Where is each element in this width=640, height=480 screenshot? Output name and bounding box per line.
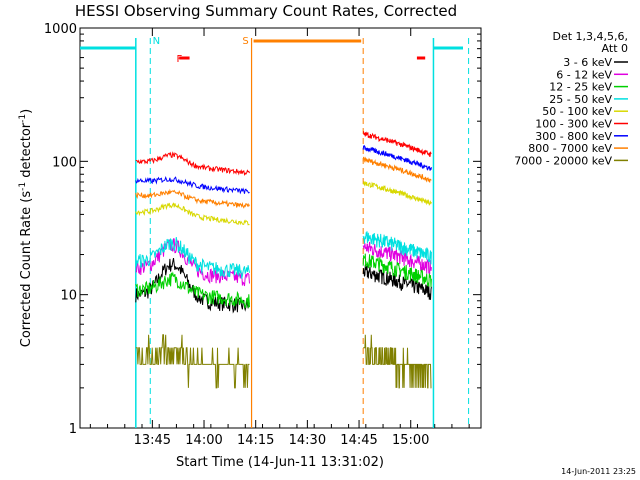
series-line-4-orbit2 (362, 180, 432, 206)
legend-label: 800 - 7000 keV (528, 142, 612, 155)
legend-label: 100 - 300 keV (535, 118, 612, 131)
axis-ticks: 13:45 14:00 14:15 14:30 14:45 15:00 1 10 100 1000 (44, 22, 481, 448)
y-axis-label-sup2: -1 (18, 114, 28, 123)
series-line-7-orbit2 (362, 156, 432, 183)
x-tick-label: 14:30 (289, 433, 326, 448)
x-axis-label: Start Time (14-Jun-11 13:31:02) (176, 455, 384, 470)
y-tick-label: 1 (69, 422, 77, 437)
legend-label: 6 - 12 keV (556, 68, 612, 81)
series-line-6-orbit2 (362, 145, 432, 171)
legend-label: 300 - 800 keV (535, 130, 612, 143)
series-line-8-orbit2 (363, 334, 432, 389)
y-tick-label: 10 (60, 289, 77, 304)
series-line-5-orbit2 (362, 130, 432, 158)
legend-label: 7000 - 20000 keV (514, 154, 612, 167)
x-tick-label: 14:00 (185, 433, 222, 448)
y-tick-label: 1000 (44, 22, 77, 37)
count-rate-series (135, 130, 432, 389)
y-tick-label: 100 (52, 155, 77, 170)
y-axis-label-main: Corrected Count Rate (s (19, 191, 34, 348)
series-line-2-orbit2 (362, 253, 432, 288)
legend-title-line2: Att 0 (602, 42, 628, 55)
y-axis-label-mid: detector (19, 122, 34, 182)
legend-title-line1: Det 1,3,4,5,6, (552, 30, 628, 43)
y-axis-label-end: ) (19, 109, 34, 114)
timestamp: 14-Jun-2011 23:25 (561, 467, 636, 476)
series-line-3-orbit2 (362, 231, 432, 265)
series-line-7-orbit1 (135, 188, 250, 209)
flag-label-f: F (177, 54, 183, 65)
y-axis-label: Corrected Count Rate (s-1 detector-1) (18, 109, 34, 347)
x-tick-label: 15:00 (392, 433, 429, 448)
flag-label-n: N (153, 36, 160, 47)
flag-label-s: S (242, 36, 248, 47)
chart-title: HESSI Observing Summary Count Rates, Cor… (75, 2, 457, 20)
series-line-6-orbit1 (135, 176, 250, 195)
x-tick-label: 13:45 (134, 433, 171, 448)
legend-label: 12 - 25 keV (549, 81, 612, 94)
series-line-5-orbit1 (135, 151, 250, 176)
plot-frame (79, 27, 482, 429)
legend-label: 3 - 6 keV (563, 56, 612, 69)
legend-label: 25 - 50 keV (549, 93, 612, 106)
legend-label: 50 - 100 keV (542, 105, 612, 118)
series-line-3-orbit1 (135, 236, 250, 279)
series-line-4-orbit1 (135, 202, 250, 226)
x-tick-label: 14:15 (237, 433, 274, 448)
series-line-8-orbit1 (135, 334, 250, 389)
series-line-1-orbit1 (135, 238, 250, 287)
observation-interval-lines: N F S (80, 36, 470, 428)
series-line-0-orbit2 (362, 264, 432, 300)
y-axis-label-sup1: -1 (18, 182, 28, 191)
x-tick-label: 14:45 (340, 433, 377, 448)
series-line-2-orbit1 (135, 271, 250, 309)
